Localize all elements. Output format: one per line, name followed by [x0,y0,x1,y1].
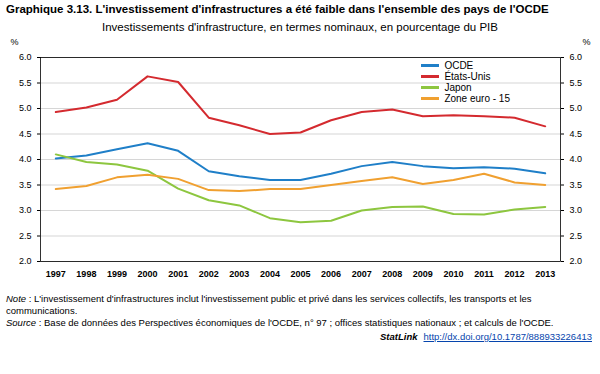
svg-text:2012: 2012 [505,269,525,279]
svg-text:2008: 2008 [382,269,402,279]
svg-text:3.5: 3.5 [570,180,583,190]
svg-text:2.0: 2.0 [19,256,32,266]
svg-text:2011: 2011 [474,269,494,279]
svg-text:2009: 2009 [413,269,433,279]
svg-text:%: % [11,37,19,47]
svg-text:2004: 2004 [260,269,280,279]
svg-text:1998: 1998 [76,269,96,279]
svg-text:2010: 2010 [443,269,463,279]
html-text:Investissements d'infrastructu: Investissements d'infrastructure, en ter… [102,21,498,33]
html-text:Zone euro - 15: Zone euro - 15 [444,93,510,104]
svg-text:5.0: 5.0 [570,103,583,113]
svg-text:2013: 2013 [535,269,555,279]
svg-text:1999: 1999 [107,269,127,279]
svg-text:%: % [582,37,590,47]
svg-text:6.0: 6.0 [570,52,583,62]
svg-text:2003: 2003 [229,269,249,279]
svg-text:4.0: 4.0 [19,154,32,164]
html-text:Japon: Japon [444,82,472,93]
svg-text:2005: 2005 [290,269,310,279]
svg-text:5.5: 5.5 [19,78,32,88]
svg-text:4.0: 4.0 [570,154,583,164]
html-text:Graphique 3.13. L'investisseme: Graphique 3.13. L'investissement d'infra… [6,3,549,15]
html-text:StatLink: StatLink [380,331,418,342]
svg-text:5.0: 5.0 [19,103,32,113]
svg-text:5.5: 5.5 [570,78,583,88]
svg-text:2002: 2002 [199,269,219,279]
svg-text:3.5: 3.5 [19,180,32,190]
html-text:OCDE: OCDE [444,60,474,71]
html-text:États-Unis: États-Unis [444,71,491,82]
html-text:Source: Base de données des Pe: Source: Base de données des Perspectives… [6,317,554,328]
svg-text:3.0: 3.0 [19,205,32,215]
svg-text:2007: 2007 [352,269,372,279]
svg-text:2006: 2006 [321,269,341,279]
svg-text:2001: 2001 [168,269,188,279]
svg-text:2000: 2000 [138,269,158,279]
svg-text:2.0: 2.0 [570,256,583,266]
svg-text:2.5: 2.5 [570,231,583,241]
svg-text:3.0: 3.0 [570,205,583,215]
html-text:Note: L'investissement d'infra: Note: L'investissement d'infrastructures… [6,293,532,316]
svg-text:6.0: 6.0 [19,52,32,62]
svg-text:4.5: 4.5 [19,129,32,139]
svg-text:1997: 1997 [46,269,66,279]
svg-text:2.5: 2.5 [19,231,32,241]
html-text:http://dx.doi.org/10.1787/8889: http://dx.doi.org/10.1787/888933226413 [423,331,592,342]
svg-text:4.5: 4.5 [570,129,583,139]
